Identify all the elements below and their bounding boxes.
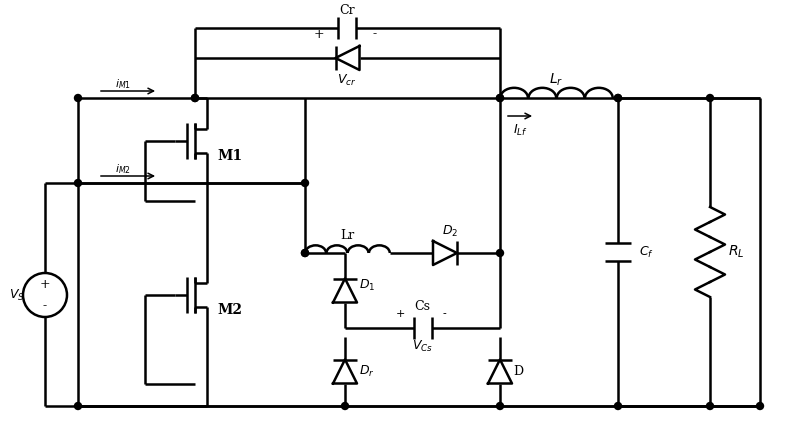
Text: +: + — [314, 27, 324, 41]
Text: Cr: Cr — [339, 3, 355, 17]
Text: $V_{Cs}$: $V_{Cs}$ — [412, 339, 433, 354]
Text: $V_{cr}$: $V_{cr}$ — [338, 72, 357, 88]
Text: D: D — [513, 365, 523, 378]
Text: $V_S$: $V_S$ — [9, 288, 25, 303]
Circle shape — [706, 95, 714, 101]
Circle shape — [191, 95, 198, 101]
Text: $L_r$: $L_r$ — [550, 72, 564, 88]
Polygon shape — [335, 46, 359, 70]
Text: $D_2$: $D_2$ — [442, 223, 458, 238]
Circle shape — [706, 402, 714, 410]
Text: M1: M1 — [218, 149, 242, 163]
Text: $D_1$: $D_1$ — [359, 278, 375, 293]
Circle shape — [614, 95, 622, 101]
Text: Lr: Lr — [340, 229, 354, 241]
Circle shape — [191, 95, 198, 101]
Polygon shape — [333, 279, 357, 303]
Text: -: - — [442, 309, 446, 319]
Circle shape — [74, 95, 82, 101]
Text: $i_{M2}$: $i_{M2}$ — [115, 162, 131, 176]
Polygon shape — [333, 360, 357, 383]
Circle shape — [614, 95, 622, 101]
Text: $I_{Lf}$: $I_{Lf}$ — [513, 122, 527, 137]
Text: $C_f$: $C_f$ — [638, 244, 654, 259]
Circle shape — [614, 402, 622, 410]
Circle shape — [497, 402, 503, 410]
Circle shape — [497, 95, 503, 101]
Text: $i_{M1}$: $i_{M1}$ — [115, 77, 131, 91]
Text: M2: M2 — [218, 303, 242, 316]
Text: -: - — [43, 300, 47, 312]
Text: -: - — [373, 27, 377, 41]
Text: +: + — [396, 309, 405, 319]
Circle shape — [302, 250, 309, 256]
Circle shape — [302, 250, 309, 256]
Circle shape — [302, 179, 309, 187]
Text: Cs: Cs — [414, 300, 430, 312]
Circle shape — [757, 402, 763, 410]
Polygon shape — [433, 241, 457, 265]
Text: $R_L$: $R_L$ — [728, 244, 744, 260]
Text: +: + — [40, 277, 50, 291]
Circle shape — [342, 402, 349, 410]
Polygon shape — [488, 360, 512, 383]
Circle shape — [74, 402, 82, 410]
Circle shape — [497, 250, 503, 256]
Circle shape — [497, 95, 503, 101]
Text: $D_r$: $D_r$ — [359, 364, 375, 379]
Circle shape — [74, 179, 82, 187]
